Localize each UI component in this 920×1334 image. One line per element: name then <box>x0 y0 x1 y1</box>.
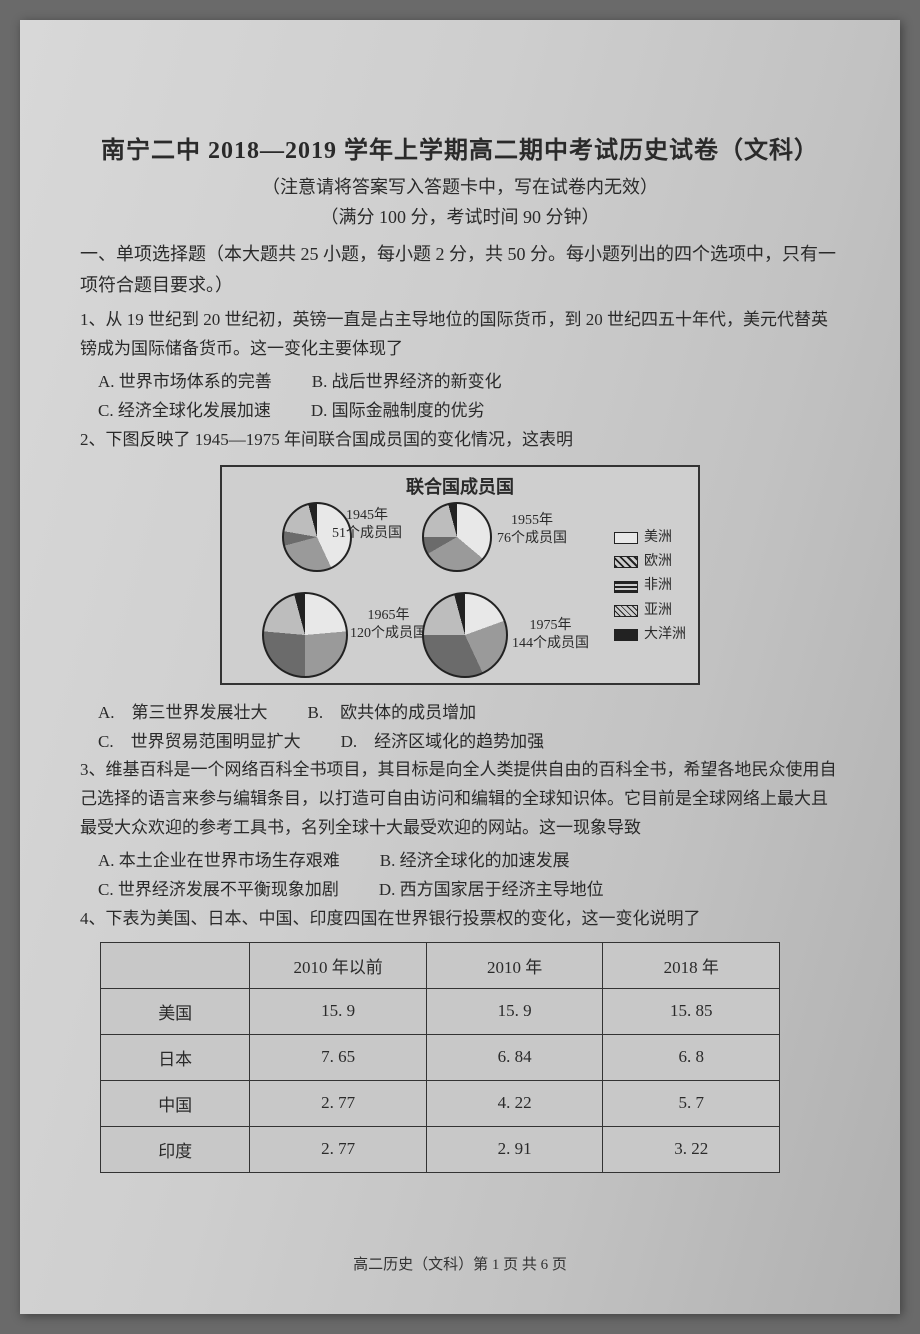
table-cell: 6. 8 <box>603 1034 780 1080</box>
table-cell: 15. 9 <box>250 988 427 1034</box>
legend-swatch-oceania <box>614 629 638 641</box>
page-subtitle: （注意请将答案写入答题卡中，写在试卷内无效） <box>80 173 840 199</box>
page-score-line: （满分 100 分，考试时间 90 分钟） <box>80 203 840 229</box>
q3-opt-c: C. 世界经济发展不平衡现象加剧 <box>98 876 339 905</box>
table-cell: 4. 22 <box>426 1080 603 1126</box>
q2-opt-b: B. 欧共体的成员增加 <box>308 699 477 728</box>
legend-label-3: 亚洲 <box>644 600 672 622</box>
q1-opt-c: C. 经济全球化发展加速 <box>98 397 271 426</box>
q3-opt-b: B. 经济全球化的加速发展 <box>380 847 570 876</box>
table-header-row: 2010 年以前2010 年2018 年 <box>101 942 780 988</box>
table-row: 中国2. 774. 225. 7 <box>101 1080 780 1126</box>
q2-options: A. 第三世界发展壮大 B. 欧共体的成员增加 C. 世界贸易范围明显扩大 D.… <box>80 699 840 757</box>
table-cell: 印度 <box>101 1126 250 1172</box>
q1-options: A. 世界市场体系的完善 B. 战后世界经济的新变化 C. 经济全球化发展加速 … <box>80 368 840 426</box>
exam-page: 南宁二中 2018—2019 学年上学期高二期中考试历史试卷（文科） （注意请将… <box>20 20 900 1314</box>
chart-legend: 美洲 欧洲 非洲 亚洲 大洋洲 <box>614 527 686 649</box>
table-body: 美国15. 915. 915. 85日本7. 656. 846. 8中国2. 7… <box>101 988 780 1172</box>
pie-label-1975: 1975年144个成员国 <box>512 617 589 653</box>
q3-opt-d: D. 西方国家居于经济主导地位 <box>379 876 604 905</box>
legend-label-1: 欧洲 <box>644 551 672 573</box>
q3-opt-a: A. 本土企业在世界市场生存艰难 <box>98 847 340 876</box>
q2-opt-c: C. 世界贸易范围明显扩大 <box>98 728 301 757</box>
table-cell: 中国 <box>101 1080 250 1126</box>
page-footer: 高二历史（文科）第 1 页 共 6 页 <box>80 1253 840 1274</box>
table-row: 美国15. 915. 915. 85 <box>101 988 780 1034</box>
q2-opt-a: A. 第三世界发展壮大 <box>98 699 268 728</box>
table-cell: 7. 65 <box>250 1034 427 1080</box>
q1-opt-d: D. 国际金融制度的优劣 <box>311 397 485 426</box>
table-cell: 2. 77 <box>250 1080 427 1126</box>
table-cell: 6. 84 <box>426 1034 603 1080</box>
pie-1965 <box>262 592 348 678</box>
legend-swatch-americas <box>614 532 638 544</box>
pie-label-1945: 1945年51个成员国 <box>332 507 402 543</box>
q1-opt-a: A. 世界市场体系的完善 <box>98 368 272 397</box>
q1-stem: 1、从 19 世纪到 20 世纪初，英镑一直是占主导地位的国际货币，到 20 世… <box>80 306 840 364</box>
page-title: 南宁二中 2018—2019 学年上学期高二期中考试历史试卷（文科） <box>80 130 840 165</box>
table-cell: 15. 85 <box>603 988 780 1034</box>
pie-1975 <box>422 592 508 678</box>
q2-stem: 2、下图反映了 1945—1975 年间联合国成员国的变化情况，这表明 <box>80 426 840 455</box>
q4-stem: 4、下表为美国、日本、中国、印度四国在世界银行投票权的变化，这一变化说明了 <box>80 905 840 934</box>
q3-options: A. 本土企业在世界市场生存艰难 B. 经济全球化的加速发展 C. 世界经济发展… <box>80 847 840 905</box>
table-cell: 日本 <box>101 1034 250 1080</box>
table-row: 日本7. 656. 846. 8 <box>101 1034 780 1080</box>
pie-1955 <box>422 502 492 572</box>
table-cell: 5. 7 <box>603 1080 780 1126</box>
table-cell: 美国 <box>101 988 250 1034</box>
table-cell: 3. 22 <box>603 1126 780 1172</box>
section-1-heading: 一、单项选择题（本大题共 25 小题，每小题 2 分，共 50 分。每小题列出的… <box>80 239 840 300</box>
legend-swatch-africa <box>614 581 638 593</box>
q4-table: 2010 年以前2010 年2018 年 美国15. 915. 915. 85日… <box>100 942 780 1173</box>
table-header-cell <box>101 942 250 988</box>
pie-label-1965: 1965年120个成员国 <box>350 607 427 643</box>
chart-title: 联合国成员国 <box>406 473 514 499</box>
un-members-chart: 联合国成员国 美洲 欧洲 非洲 亚洲 大洋洲 1945年51个成员国 1955年7… <box>220 465 700 685</box>
q3-stem: 3、维基百科是一个网络百科全书项目，其目标是向全人类提供自由的百科全书，希望各地… <box>80 756 840 843</box>
table-header-cell: 2018 年 <box>603 942 780 988</box>
legend-label-2: 非洲 <box>644 575 672 597</box>
q2-opt-d: D. 经济区域化的趋势加强 <box>341 728 545 757</box>
table-row: 印度2. 772. 913. 22 <box>101 1126 780 1172</box>
table-header-cell: 2010 年以前 <box>250 942 427 988</box>
legend-label-0: 美洲 <box>644 527 672 549</box>
q1-opt-b: B. 战后世界经济的新变化 <box>312 368 502 397</box>
table-cell: 2. 91 <box>426 1126 603 1172</box>
legend-label-4: 大洋洲 <box>644 624 686 646</box>
table-header-cell: 2010 年 <box>426 942 603 988</box>
legend-swatch-asia <box>614 605 638 617</box>
legend-swatch-europe <box>614 556 638 568</box>
table-cell: 2. 77 <box>250 1126 427 1172</box>
table-cell: 15. 9 <box>426 988 603 1034</box>
pie-label-1955: 1955年76个成员国 <box>497 512 567 548</box>
